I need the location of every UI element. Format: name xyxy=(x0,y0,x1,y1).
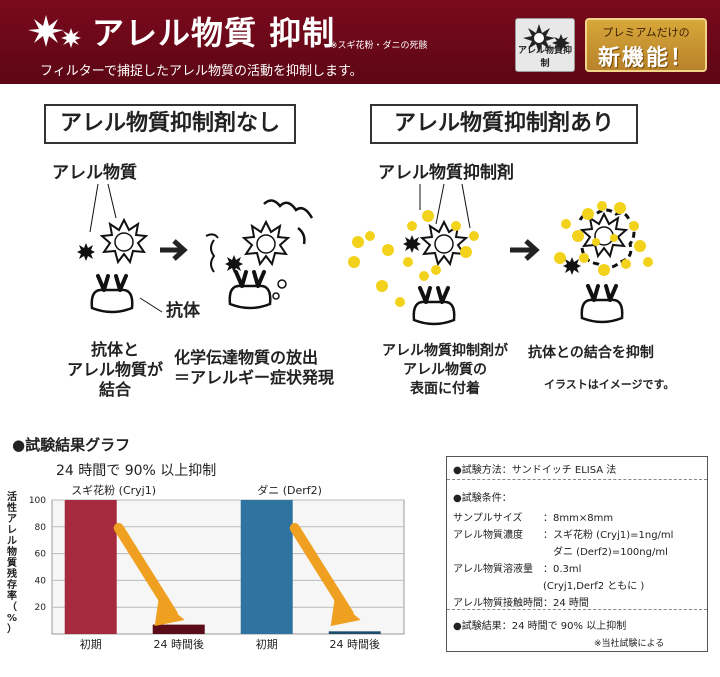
divider xyxy=(447,479,707,480)
condition-key: サンプルサイズ xyxy=(453,513,523,524)
premium-line2: 新機能！ xyxy=(597,46,694,71)
left-allergen-group xyxy=(77,219,163,314)
left-caption-1: 抗体と アレル物質が 結合 xyxy=(30,340,200,400)
bar xyxy=(240,500,293,634)
x-tick-label: 24 時間後 xyxy=(329,637,380,651)
y-tick-label: 40 xyxy=(35,576,47,586)
caption-line: ＝アレルギー症状発現 xyxy=(174,368,335,387)
graph-title: ●試験結果グラフ xyxy=(12,436,131,454)
right-blocked-group xyxy=(554,201,653,324)
allergen-icon xyxy=(523,24,570,53)
y-tick-label: 80 xyxy=(35,523,47,533)
caption-line: アレル物質抑制剤が xyxy=(382,343,508,359)
left-allergen-lines xyxy=(89,183,117,233)
caption-line: 結合 xyxy=(98,380,131,399)
allergen-label: アレル物質 xyxy=(52,163,137,183)
right-caption-1: アレル物質抑制剤が アレル物質の 表面に付着 xyxy=(360,342,530,399)
graph-subtitle: 24 時間で 90% 以上抑制 xyxy=(56,463,217,479)
arrow-right-icon xyxy=(510,239,540,261)
y-tick-label: 20 xyxy=(35,603,47,613)
right-caption-2: 抗体との結合を抑制 xyxy=(528,345,654,361)
condition-value: ：スギ花粉 (Cryj1)=1ng/ml xyxy=(543,530,674,541)
condition-value: ダニ (Derf2)=100ng/ml xyxy=(543,547,668,558)
suppressor-label: アレル物質抑制剤 xyxy=(378,163,514,183)
mechanism-illustration xyxy=(77,183,653,326)
y-axis-label-char: （ xyxy=(7,600,17,613)
bar xyxy=(152,624,205,634)
right-suppressor-lines xyxy=(419,183,471,229)
x-tick-label: 初期 xyxy=(256,637,278,651)
antibody-label: 抗体 xyxy=(166,301,200,321)
title-note: ※スギ花粉・ダニの死骸 xyxy=(330,41,428,51)
header-banner: アレル物質 抑制 ※スギ花粉・ダニの死骸 フィルターで捕捉したアレル物質の活動を… xyxy=(0,0,720,84)
y-axis-label-char: 率 xyxy=(7,589,17,602)
caption-line: 抗体と xyxy=(90,340,139,359)
y-tick-label: 100 xyxy=(29,496,46,506)
right-coated-group xyxy=(348,210,479,326)
conditions-title: ●試験条件： xyxy=(453,493,512,504)
condition-key: アレル物質溶液量 xyxy=(453,564,533,575)
sparkle-icon xyxy=(28,15,81,48)
y-axis-label-char: 物 xyxy=(7,545,17,558)
panel-title-with: アレル物質抑制剤あり xyxy=(370,104,638,144)
y-axis-label-char: 性 xyxy=(6,501,17,514)
badge-label: アレル物質抑制 xyxy=(517,46,572,69)
x-tick-label: 初期 xyxy=(80,637,102,651)
decrease-arrowhead-icon xyxy=(154,598,185,626)
series-label: スギ花粉 (Cryj1) xyxy=(71,484,156,497)
y-axis-label-char: 存 xyxy=(7,578,17,591)
y-tick-label: 60 xyxy=(35,550,47,560)
footnote: ※当社試験による xyxy=(594,639,665,649)
allergen-suppress-badge: アレル物質抑制 xyxy=(515,18,575,72)
decrease-arrow-icon xyxy=(113,523,178,619)
caption-line: アレル物質が xyxy=(66,360,163,379)
condition-value: ：0.3ml xyxy=(543,564,582,575)
y-axis-label-char: ア xyxy=(7,513,17,525)
caption-line: アレル物質の xyxy=(403,362,487,378)
condition-value: (Cryj1,Derf2 ともに ) xyxy=(543,581,645,592)
left-bound-group xyxy=(205,199,314,310)
arrow-right-icon xyxy=(160,239,188,261)
x-tick-label: 24 時間後 xyxy=(153,637,204,651)
panel-title-without: アレル物質抑制剤なし xyxy=(44,104,296,144)
bar xyxy=(328,631,381,634)
condition-value: ：24 時間 xyxy=(543,598,589,609)
page-subtitle: フィルターで捕捉したアレル物質の活動を抑制します。 xyxy=(40,64,363,79)
premium-line1: プレミアムだけの xyxy=(602,26,690,39)
condition-key: アレル物質接触時間 xyxy=(453,598,543,609)
y-axis-label-char: 質 xyxy=(7,556,17,569)
y-axis-label-char: ） xyxy=(7,622,17,635)
bar xyxy=(64,500,117,634)
y-axis-label-char: 活 xyxy=(7,490,17,503)
test-result: ●試験結果：24 時間で 90% 以上抑制 xyxy=(453,621,627,632)
page-title: アレル物質 抑制 xyxy=(92,14,336,52)
y-axis-label-char: レ xyxy=(7,525,17,536)
series-label: ダニ (Derf2) xyxy=(257,483,322,497)
caption-line: 化学伝達物質の放出 xyxy=(174,348,319,367)
y-axis-label-char: % xyxy=(7,613,17,624)
condition-key: アレル物質濃度 xyxy=(453,530,523,541)
condition-value: ：8mm×8mm xyxy=(543,513,614,524)
illustration-note: イラストはイメージです。 xyxy=(544,378,675,391)
y-axis-label-char: ル xyxy=(7,536,17,547)
premium-badge: プレミアムだけの 新機能！ xyxy=(585,18,707,72)
decrease-arrowhead-icon xyxy=(330,598,361,626)
left-caption-2: 化学伝達物質の放出 ＝アレルギー症状発現 xyxy=(174,348,334,388)
test-method: ●試験方法：サンドイッチ ELISA 法 xyxy=(453,465,617,476)
divider xyxy=(447,609,707,610)
test-conditions-box: ●試験方法：サンドイッチ ELISA 法 ●試験条件： ●試験結果：24 時間で… xyxy=(446,456,708,652)
decrease-arrow-icon xyxy=(289,523,354,619)
y-axis-label-char: 残 xyxy=(7,567,17,580)
caption-line: 表面に付着 xyxy=(410,381,480,397)
